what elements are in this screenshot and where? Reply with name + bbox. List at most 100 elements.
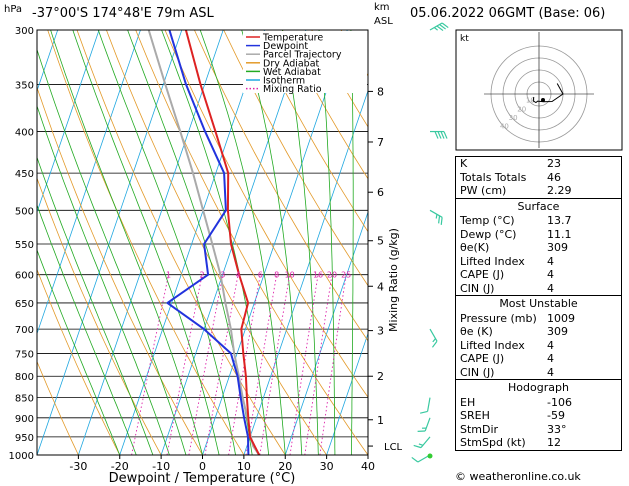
- km-tick-label: 4: [377, 280, 384, 293]
- hodograph-ring-label: 30: [509, 114, 518, 122]
- legend-entry: Mixing Ratio: [263, 84, 322, 95]
- hodograph-trace: [532, 83, 564, 104]
- wind-barb-flag: [411, 456, 419, 463]
- pressure-tick-label: 700: [15, 325, 34, 336]
- most-unstable-title: Most Unstable: [499, 297, 578, 310]
- index-row: K 23: [456, 157, 621, 171]
- dry-adiabat-line: [252, 30, 368, 233]
- index-row: Totals Totals 46: [456, 171, 621, 185]
- hodograph-value: 33°: [547, 422, 567, 436]
- mixing-ratio-line: [166, 274, 203, 455]
- pressure-tick-label: 500: [15, 206, 34, 217]
- mixing-ratio-label: 1: [166, 271, 171, 280]
- isotherm-line: [160, 30, 307, 455]
- wet-adiabat-line: [37, 248, 121, 455]
- wind-barb-shaft: [420, 436, 431, 449]
- surface-value: 309: [547, 241, 568, 254]
- x-axis-label: Dewpoint / Temperature (°C): [109, 471, 296, 486]
- dry-adiabat-line: [37, 86, 203, 455]
- x-tick-label: 10: [237, 460, 251, 473]
- legend-entry: Wet Adiabat: [263, 67, 321, 78]
- pressure-tick-label: 900: [15, 414, 34, 425]
- isotherm-line: [202, 30, 348, 455]
- surface-row: Dewp (°C) 11.1: [456, 228, 621, 242]
- surface-label: θe(K): [460, 241, 490, 254]
- legend-entry: Isotherm: [263, 76, 305, 87]
- isotherm-line: [119, 30, 265, 455]
- most-unstable-row: CAPE (J) 4: [456, 352, 621, 366]
- wind-barb-flag: [433, 27, 439, 31]
- wind-barb-flag: [441, 22, 449, 29]
- index-value: 46: [547, 170, 561, 184]
- wind-barb-flag: [432, 338, 436, 343]
- wind-barb-flag: [420, 410, 428, 414]
- most-unstable-value: 4: [547, 338, 554, 352]
- surface-label: Lifted Index: [460, 254, 525, 268]
- pressure-tick-label: 800: [15, 372, 34, 383]
- pressure-tick-label: 550: [15, 240, 34, 251]
- isotherm-line: [77, 30, 224, 455]
- wind-barb: [413, 436, 431, 449]
- surface-label: Dewp (°C): [460, 227, 517, 241]
- wind-barb-shaft: [429, 209, 443, 218]
- km-tick-label: 7: [377, 136, 384, 149]
- pressure-tick-label: 750: [15, 349, 34, 360]
- km-tick-label: 6: [377, 186, 384, 199]
- surface-row: CIN (J) 4: [456, 282, 621, 296]
- mixing-ratio-label: 6: [258, 271, 263, 280]
- pressure-tick-label: 300: [15, 26, 34, 37]
- dry-adiabat-line: [164, 30, 368, 398]
- pressure-tick-label: 450: [15, 169, 34, 180]
- wet-adiabat-line: [281, 30, 319, 455]
- isotherm-line: [284, 210, 368, 455]
- legend-entry: Dewpoint: [263, 41, 308, 52]
- pressure-tick-label: 850: [15, 394, 34, 405]
- legend-box: [243, 31, 367, 93]
- wind-barb-flag: [437, 131, 442, 139]
- km-tick-label: 8: [377, 85, 384, 98]
- surface-label: Temp (°C): [460, 214, 515, 227]
- x-tick-label: -20: [111, 460, 129, 473]
- pressure-unit-label: hPa: [4, 4, 23, 15]
- wet-adiabat-line: [161, 30, 270, 455]
- wet-adiabat-line: [50, 30, 203, 455]
- mixing-ratio-label: 25: [341, 271, 351, 280]
- mixing-ratio-line: [319, 274, 347, 455]
- km-tick-label: 2: [377, 370, 384, 383]
- mixing-ratio-label: 20: [327, 271, 337, 280]
- most-unstable-row: CIN (J) 4: [456, 366, 621, 380]
- wind-barb: [429, 328, 438, 348]
- hodograph-row: SREH -59: [456, 409, 621, 423]
- dry-adiabat-line: [37, 360, 79, 455]
- km-unit-label: km: [374, 2, 390, 13]
- wind-barb-flag: [431, 340, 438, 348]
- wind-barb-shaft: [429, 328, 438, 342]
- indices-table: K 23 Totals Totals 46 PW (cm) 2.29 Surface Te…: [455, 156, 622, 451]
- mixing-ratio-line: [259, 274, 291, 455]
- surface-row: Temp (°C) 13.7: [456, 214, 621, 228]
- most-unstable-value: 4: [547, 352, 554, 365]
- wind-barb-flag: [413, 444, 422, 449]
- mixing-ratio-label: 2: [200, 271, 205, 280]
- hodograph-value: 12: [547, 436, 561, 449]
- index-value: 2.29: [547, 184, 572, 197]
- index-label: K: [460, 157, 468, 170]
- hodograph-value: -106: [547, 395, 572, 409]
- surface-value: 4: [547, 281, 554, 295]
- most-unstable-value: 309: [547, 325, 568, 338]
- wind-barb-flag: [418, 443, 424, 446]
- surface-value: 11.1: [547, 227, 572, 241]
- wet-adiabat-line: [241, 30, 303, 455]
- pressure-tick-label: 950: [15, 433, 34, 444]
- lcl-label: LCL: [384, 442, 403, 453]
- surface-marker: [427, 453, 433, 459]
- wet-adiabat-line: [350, 30, 354, 455]
- most-unstable-label: θe (K): [460, 325, 493, 338]
- wind-barb-flag: [436, 25, 444, 32]
- mixing-ratio-label: 8: [274, 271, 279, 280]
- most-unstable-label: Pressure (mb): [460, 311, 537, 325]
- most-unstable-row: Lifted Index 4: [456, 339, 621, 353]
- pressure-tick-label: 1000: [9, 451, 34, 462]
- wind-barb-flag: [421, 427, 427, 429]
